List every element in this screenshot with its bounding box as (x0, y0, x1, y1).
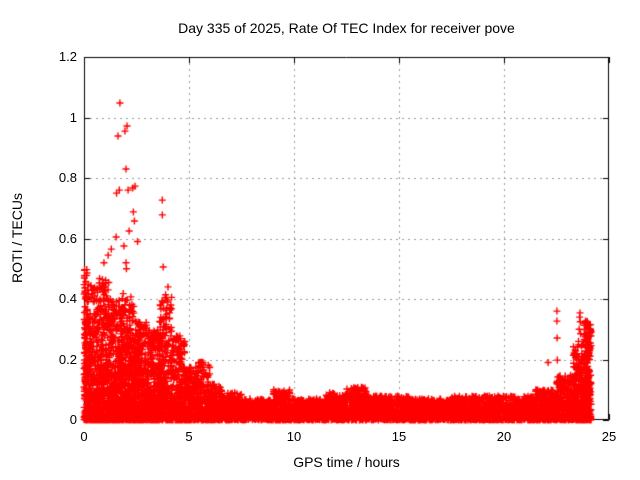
x-tick-label: 10 (286, 429, 302, 444)
y-tick-label: 0.8 (58, 170, 77, 185)
y-tick-label: 1 (69, 109, 77, 125)
y-tick-label: 0.2 (58, 351, 77, 367)
x-tick-label: 15 (391, 429, 407, 444)
x-tick-label: 0 (80, 429, 88, 444)
y-tick-label: 0 (69, 412, 77, 427)
y-tick-label: 0.6 (58, 230, 77, 246)
y-tick-label: 0.4 (58, 291, 77, 306)
x-tick-label: 20 (496, 429, 512, 444)
x-tick-label: 5 (185, 429, 193, 444)
chart-title: Day 335 of 2025, Rate Of TEC Index for r… (178, 20, 515, 36)
x-axis-title: GPS time / hours (293, 454, 400, 470)
y-tick-label: 1.2 (58, 49, 77, 64)
x-tick-label: 25 (601, 429, 617, 444)
